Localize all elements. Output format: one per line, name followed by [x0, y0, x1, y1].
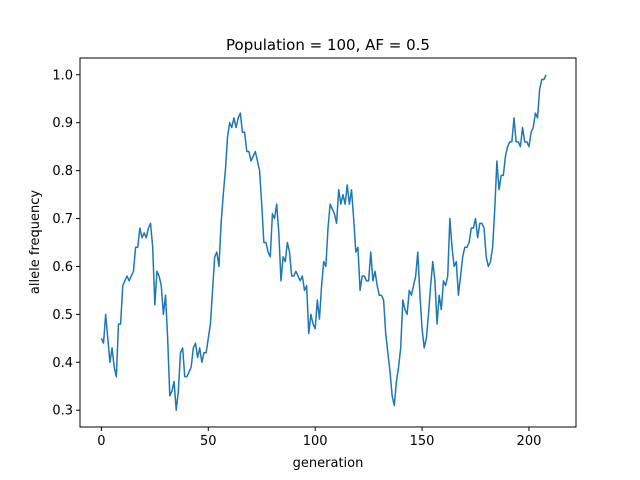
y-tick-label: 0.8	[52, 164, 73, 179]
x-axis: 0 50 100 150 200	[97, 427, 541, 449]
x-tick-label: 100	[303, 434, 328, 449]
y-axis: 0.3 0.4 0.5 0.6 0.7 0.8 0.9 1.0	[52, 68, 80, 419]
y-tick-label: 1.0	[52, 68, 73, 83]
series-line-0	[100, 74, 547, 411]
y-tick-label: 0.6	[52, 260, 73, 275]
x-tick-label: 200	[517, 434, 542, 449]
y-tick-label: 0.5	[52, 308, 73, 323]
y-tick-label: 0.7	[52, 212, 73, 227]
y-axis-label: allele frequency	[28, 190, 43, 294]
x-tick-label: 50	[200, 434, 217, 449]
x-axis-label: generation	[293, 456, 364, 471]
x-tick-label: 150	[410, 434, 435, 449]
y-tick-label: 0.3	[52, 404, 73, 419]
y-tick-label: 0.4	[52, 356, 73, 371]
x-tick-label: 0	[97, 434, 105, 449]
plot-area	[100, 74, 547, 411]
y-tick-label: 0.9	[52, 116, 73, 131]
axes-frame	[79, 57, 577, 428]
chart-title: Population = 100, AF = 0.5	[226, 36, 430, 54]
